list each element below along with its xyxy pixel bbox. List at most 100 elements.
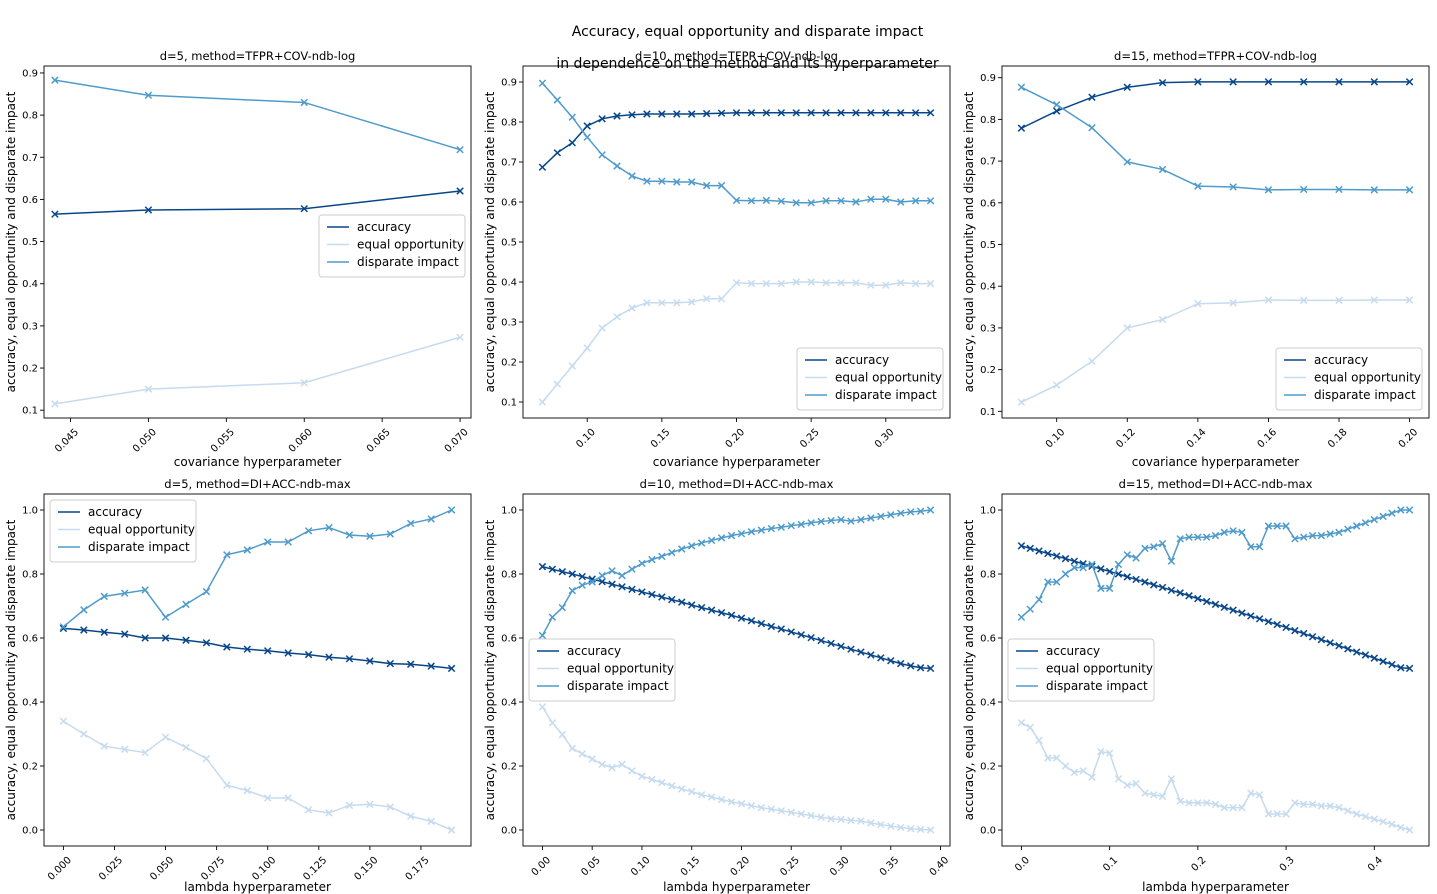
x-tick-label: 0.20 (1397, 427, 1421, 451)
series-line (1020, 509, 1410, 618)
y-axis-label: accuracy, equal opportunity and disparat… (962, 519, 976, 820)
data-point (223, 643, 231, 651)
data-point (807, 278, 815, 286)
y-tick-label: 0.6 (501, 198, 517, 209)
data-point (687, 178, 696, 186)
data-point (1052, 754, 1061, 762)
x-tick-label: 0.4 (1366, 855, 1385, 874)
x-tick-label: 0.18 (1326, 427, 1350, 451)
data-point (284, 538, 292, 546)
data-point (837, 197, 845, 205)
x-tick-label: 0.045 (53, 427, 81, 455)
data-point (1061, 762, 1070, 770)
data-point (1361, 519, 1370, 527)
x-tick-label: 0.075 (199, 855, 227, 883)
data-point (727, 798, 736, 806)
data-point (807, 109, 815, 117)
series-accuracy (51, 187, 464, 218)
data-point (792, 278, 800, 286)
data-point (161, 634, 170, 642)
data-point (1167, 775, 1176, 783)
data-point (1220, 803, 1229, 812)
data-point (897, 659, 905, 668)
data-point (558, 730, 567, 739)
data-point (882, 195, 890, 203)
data-point (1299, 800, 1308, 809)
legend-label-equal-opportunity: equal opportunity (567, 662, 674, 676)
x-tick-label: 0.12 (1114, 427, 1138, 451)
x-tick-label: 0.000 (46, 855, 74, 883)
data-point (747, 616, 756, 625)
data-point (837, 515, 845, 524)
data-point (1211, 600, 1220, 609)
y-tick-label: 0.4 (22, 279, 38, 290)
data-point (447, 506, 456, 514)
data-point (847, 517, 855, 525)
data-point (1070, 563, 1079, 572)
series-line (1021, 81, 1410, 129)
data-point (906, 508, 915, 516)
figure-title: Accuracy, equal opportunity and disparat… (0, 8, 1437, 88)
data-point (1344, 645, 1352, 653)
data-point (1255, 543, 1264, 551)
legend-label-disparate-impact: disparate impact (88, 540, 190, 554)
x-tick-label: 0.30 (828, 855, 852, 879)
data-point (777, 625, 786, 633)
y-axis-label: accuracy, equal opportunity and disparat… (4, 91, 18, 392)
data-point (807, 811, 815, 820)
data-point (1388, 509, 1396, 517)
chart-panel-4: d=5, method=DI+ACC-ndb-max 0.0 0.2 0.4 0.6 0.… (4, 477, 472, 894)
x-tick-label: 0.175 (404, 855, 432, 883)
data-point (1105, 567, 1114, 576)
y-axis-label: accuracy, equal opportunity and disparat… (483, 519, 497, 820)
data-point (1123, 83, 1132, 92)
data-point (777, 279, 786, 288)
data-point (658, 177, 666, 185)
data-point (1211, 800, 1220, 809)
legend-label-accuracy: accuracy (835, 353, 889, 367)
legend-label-disparate-impact: disparate impact (567, 679, 669, 693)
data-point (1017, 83, 1026, 92)
data-point (1379, 817, 1387, 826)
legend: accuracy equal opportunity disparate impac… (1275, 347, 1423, 411)
series-line (63, 720, 452, 831)
chart-title: d=10, method=TFPR+COV-ndb-log (635, 49, 838, 63)
data-point (643, 110, 651, 118)
data-point (1397, 506, 1405, 514)
data-point (1229, 299, 1237, 307)
y-tick-label: 0.3 (22, 321, 38, 332)
data-point (867, 195, 875, 203)
data-point (1344, 807, 1352, 815)
y-axis-label: accuracy, equal opportunity and disparat… (962, 91, 976, 392)
data-point (762, 109, 771, 117)
y-tick-label: 0.0 (501, 826, 517, 837)
plot-frame (522, 493, 951, 847)
data-point (1397, 664, 1405, 672)
data-point (762, 196, 771, 205)
data-point (1141, 544, 1149, 553)
data-point (538, 631, 547, 640)
legend-label-equal-opportunity: equal opportunity (1314, 371, 1421, 385)
data-point (1229, 606, 1237, 614)
data-point (797, 631, 805, 639)
data-point (717, 295, 726, 303)
y-axis-label: accuracy, equal opportunity and disparat… (4, 519, 18, 820)
series-line (1021, 722, 1410, 831)
data-point (1017, 613, 1026, 621)
data-point (628, 172, 636, 180)
data-point (1088, 773, 1096, 781)
data-point (1247, 543, 1255, 551)
data-point (51, 400, 59, 408)
data-point (345, 531, 354, 539)
x-tick-label: 0.25 (798, 427, 822, 451)
data-point (284, 794, 292, 802)
y-tick-label: 0.2 (22, 364, 38, 375)
data-point (877, 654, 885, 662)
data-point (120, 745, 129, 754)
data-point (1308, 800, 1317, 809)
data-point (687, 110, 696, 118)
figure-title-line2: in dependence on the method and its hype… (556, 56, 939, 72)
data-point (243, 786, 252, 795)
data-point (1247, 612, 1255, 620)
data-point (827, 516, 835, 525)
